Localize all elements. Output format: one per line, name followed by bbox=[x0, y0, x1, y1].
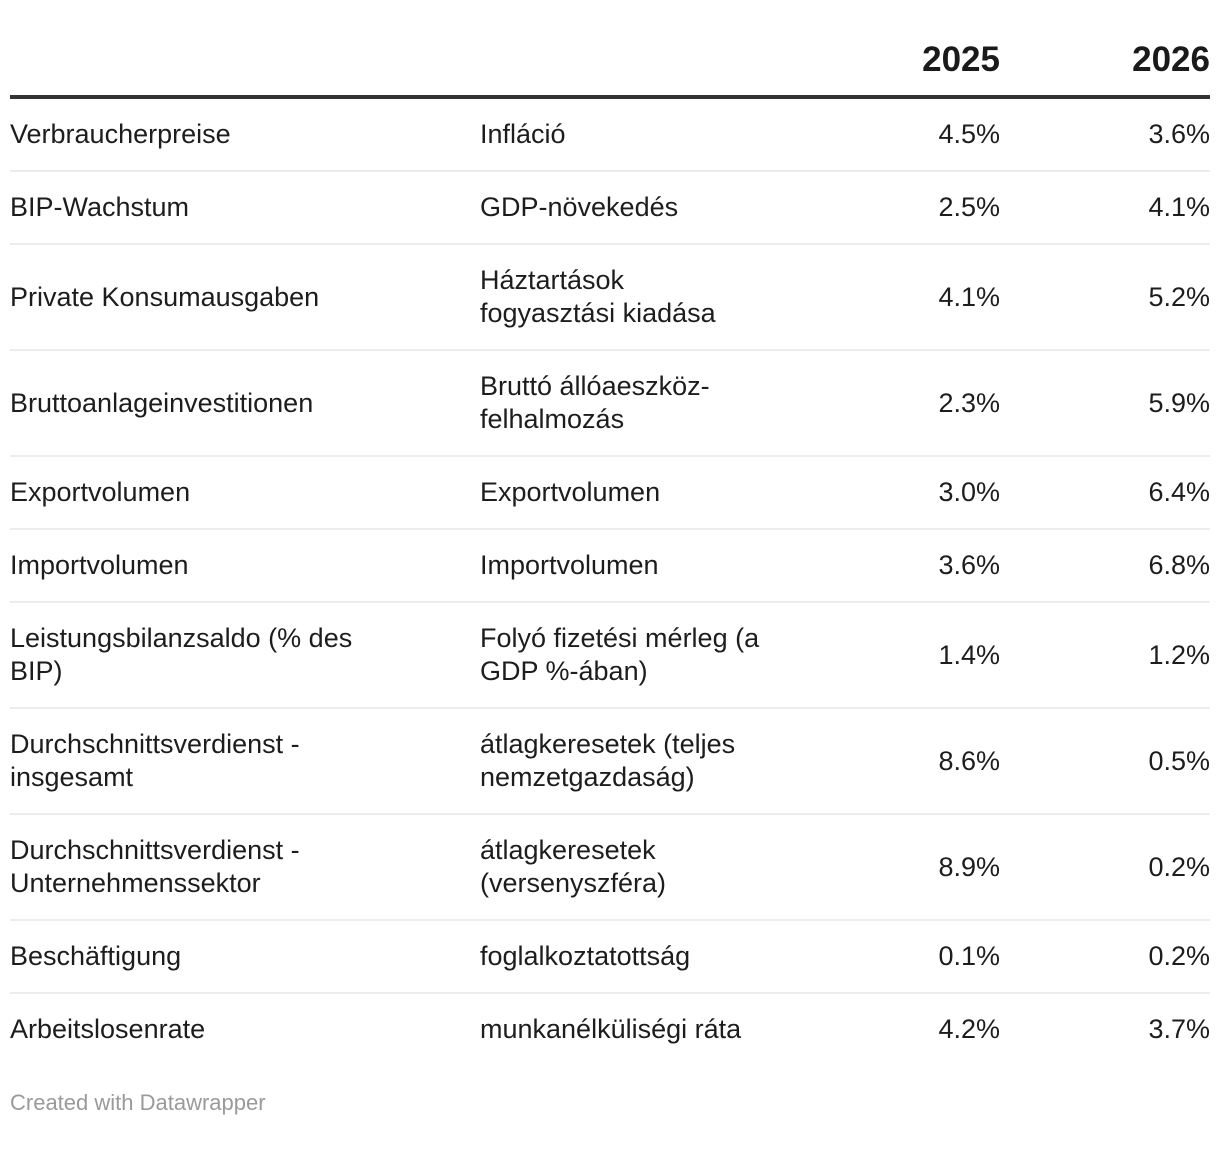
forecast-table: 2025 2026 Verbraucherpreise Infláció 4.5… bbox=[10, 0, 1210, 1065]
cell-hu: átlagkeresetek (teljes nemzetgazdaság) bbox=[480, 707, 810, 814]
cell-de: Bruttoanlageinvestitionen bbox=[10, 349, 480, 456]
cell-hu: Infláció bbox=[480, 119, 566, 149]
table-row: Durchschnittsverdienst - insgesamt átlag… bbox=[10, 707, 1210, 814]
cell-2025: 4.2% bbox=[810, 992, 1000, 1065]
table-row: Arbeitslosenrate munkanélküliségi ráta 4… bbox=[10, 992, 1210, 1065]
cell-2026: 5.9% bbox=[1000, 349, 1210, 456]
cell-2026: 5.2% bbox=[1000, 243, 1210, 350]
cell-2026: 0.2% bbox=[1000, 919, 1210, 993]
table-row: BIP-Wachstum GDP-növekedés 2.5% 4.1% bbox=[10, 170, 1210, 244]
cell-hu: GDP-növekedés bbox=[480, 170, 810, 244]
cell-2026: 1.2% bbox=[1000, 601, 1210, 708]
cell-de: Leistungsbilanzsaldo (% des BIP) bbox=[10, 601, 480, 708]
cell-de: Durchschnittsverdienst - insgesamt bbox=[10, 707, 480, 814]
cell-2026: 0.2% bbox=[1000, 813, 1210, 920]
col-header-2025: 2025 bbox=[810, 0, 1000, 99]
cell-2026: 4.1% bbox=[1000, 170, 1210, 244]
cell-de: Beschäftigung bbox=[10, 919, 480, 993]
cell-2025: 2.5% bbox=[810, 170, 1000, 244]
cell-2025: 1.4% bbox=[810, 601, 1000, 708]
cell-hu: Exportvolumen bbox=[480, 455, 810, 529]
table-body: Verbraucherpreise Infláció 4.5% 3.6% BIP… bbox=[10, 97, 1210, 1065]
cell-2025: 4.5% bbox=[938, 119, 1000, 149]
cell-de: BIP-Wachstum bbox=[10, 170, 480, 244]
cell-2025: 3.0% bbox=[810, 455, 1000, 529]
header-row: 2025 2026 bbox=[10, 0, 1210, 99]
cell-de: Verbraucherpreise bbox=[10, 119, 231, 149]
table-row: Importvolumen Importvolumen 3.6% 6.8% bbox=[10, 528, 1210, 602]
cell-hu: Bruttó állóaeszköz- felhalmozás bbox=[480, 349, 810, 456]
table-header: 2025 2026 bbox=[10, 0, 1210, 99]
cell-de: Durchschnittsverdienst - Unternehmenssek… bbox=[10, 813, 480, 920]
cell-2025: 4.1% bbox=[810, 243, 1000, 350]
table-row: Leistungsbilanzsaldo (% des BIP) Folyó f… bbox=[10, 601, 1210, 708]
cell-de: Exportvolumen bbox=[10, 455, 480, 529]
table-row: Beschäftigung foglalkoztatottság 0.1% 0.… bbox=[10, 919, 1210, 993]
table-row: Exportvolumen Exportvolumen 3.0% 6.4% bbox=[10, 455, 1210, 529]
attribution: Created with Datawrapper bbox=[10, 1090, 266, 1115]
cell-hu: Importvolumen bbox=[480, 528, 810, 602]
cell-2025: 2.3% bbox=[810, 349, 1000, 456]
table-row: Verbraucherpreise Infláció 4.5% 3.6% bbox=[10, 97, 1210, 171]
cell-2026: 6.8% bbox=[1000, 528, 1210, 602]
table-row: Bruttoanlageinvestitionen Bruttó állóaes… bbox=[10, 349, 1210, 456]
col-header-hu bbox=[480, 0, 810, 99]
cell-2025: 8.6% bbox=[810, 707, 1000, 814]
cell-hu: átlagkeresetek (versenyszféra) bbox=[480, 813, 810, 920]
cell-de: Importvolumen bbox=[10, 528, 480, 602]
cell-2026: 3.6% bbox=[1148, 119, 1210, 149]
cell-2026: 6.4% bbox=[1000, 455, 1210, 529]
cell-2026: 0.5% bbox=[1000, 707, 1210, 814]
cell-de: Private Konsumausgaben bbox=[10, 243, 480, 350]
cell-de: Arbeitslosenrate bbox=[10, 992, 480, 1065]
table-row: Private Konsumausgaben Háztartások fogya… bbox=[10, 243, 1210, 350]
cell-hu: Folyó fizetési mérleg (a GDP %-ában) bbox=[480, 601, 810, 708]
col-header-2026: 2026 bbox=[1000, 0, 1210, 99]
cell-hu: Háztartások fogyasztási kiadása bbox=[480, 243, 810, 350]
cell-2025: 8.9% bbox=[810, 813, 1000, 920]
col-header-de bbox=[10, 0, 480, 99]
cell-hu: foglalkoztatottság bbox=[480, 919, 810, 993]
cell-2025: 0.1% bbox=[810, 919, 1000, 993]
cell-2025: 3.6% bbox=[810, 528, 1000, 602]
cell-hu: munkanélküliségi ráta bbox=[480, 992, 810, 1065]
cell-2026: 3.7% bbox=[1000, 992, 1210, 1065]
table-row: Durchschnittsverdienst - Unternehmenssek… bbox=[10, 813, 1210, 920]
